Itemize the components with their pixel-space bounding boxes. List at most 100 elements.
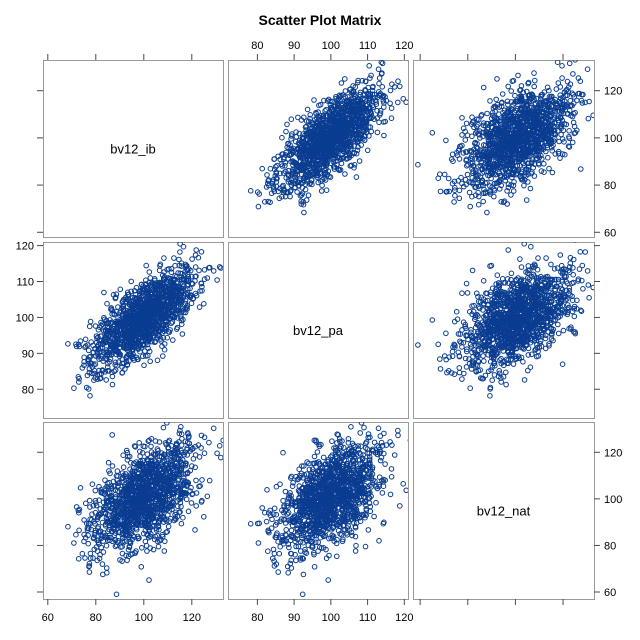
scatter-point bbox=[158, 314, 165, 321]
scatter-point bbox=[126, 334, 132, 341]
scatter-point bbox=[337, 146, 343, 153]
scatter-point bbox=[298, 201, 305, 207]
scatter-point bbox=[515, 156, 522, 163]
scatter-point bbox=[144, 328, 151, 335]
scatter-point bbox=[306, 118, 312, 125]
scatter-point bbox=[123, 334, 130, 341]
scatter-point bbox=[274, 162, 280, 169]
scatter-point bbox=[262, 199, 268, 205]
scatter-point bbox=[538, 93, 544, 100]
scatter-point bbox=[85, 347, 92, 354]
scatter-point bbox=[550, 337, 556, 344]
scatter-point bbox=[204, 275, 211, 281]
scatter-point bbox=[415, 161, 421, 168]
scatter-point bbox=[333, 147, 340, 154]
scatter-point bbox=[472, 316, 478, 323]
scatter-point bbox=[311, 128, 317, 134]
scatter-point bbox=[553, 283, 559, 290]
scatter-point bbox=[120, 342, 127, 349]
scatter-point bbox=[295, 114, 301, 121]
scatter-point bbox=[104, 300, 110, 307]
scatter-point bbox=[539, 130, 546, 136]
scatter-point bbox=[554, 265, 561, 271]
scatter-point bbox=[336, 154, 343, 161]
scatter-point bbox=[199, 288, 205, 294]
scatter-point bbox=[180, 288, 186, 294]
scatter-point bbox=[342, 171, 348, 177]
scatter-point bbox=[156, 301, 162, 308]
scatter-point bbox=[365, 91, 372, 98]
scatter-point bbox=[496, 186, 503, 192]
scatter-point bbox=[468, 149, 475, 155]
scatter-point bbox=[95, 334, 101, 341]
scatter-point bbox=[510, 171, 517, 178]
scatter-point bbox=[525, 352, 532, 358]
scatter-point bbox=[510, 188, 517, 194]
scatter-point bbox=[543, 115, 549, 121]
scatter-point bbox=[508, 146, 514, 152]
panel-bv12_ib-vs-bv12_ib: bv12_ib bbox=[43, 60, 224, 238]
scatter-point bbox=[513, 107, 520, 114]
scatter-point bbox=[462, 137, 469, 143]
scatter-point bbox=[400, 96, 407, 102]
scatter-point bbox=[338, 123, 344, 130]
scatter-point bbox=[548, 336, 555, 342]
panel-bv12_ib-vs-bv12_pa bbox=[228, 60, 409, 238]
scatter-point bbox=[569, 90, 575, 96]
scatter-point bbox=[549, 93, 555, 100]
scatter-point bbox=[333, 158, 339, 165]
scatter-point bbox=[478, 113, 485, 119]
scatter-point bbox=[128, 288, 134, 295]
scatter-point bbox=[538, 168, 545, 174]
scatter-point bbox=[284, 121, 290, 128]
scatter-point bbox=[362, 78, 369, 85]
scatter-point bbox=[364, 147, 371, 154]
scatter-point bbox=[161, 255, 167, 261]
scatter-point bbox=[270, 178, 276, 185]
scatter-point bbox=[473, 169, 479, 175]
scatter-point bbox=[542, 345, 549, 352]
scatter-point bbox=[147, 334, 153, 340]
scatter-point bbox=[141, 313, 147, 319]
scatter-point bbox=[437, 356, 443, 362]
scatter-point bbox=[89, 364, 96, 371]
scatter-point bbox=[119, 369, 126, 376]
scatter-point bbox=[575, 75, 582, 81]
scatter-point bbox=[110, 292, 117, 298]
scatter-point bbox=[518, 104, 524, 111]
scatter-point bbox=[463, 156, 470, 163]
scatter-point bbox=[282, 162, 288, 169]
scatter-point bbox=[130, 355, 136, 362]
scatter-point bbox=[561, 89, 568, 95]
scatter-point bbox=[496, 158, 503, 165]
scatter-point bbox=[528, 104, 535, 111]
scatter-point bbox=[347, 142, 354, 148]
scatter-point bbox=[301, 209, 307, 216]
scatter-point bbox=[475, 121, 481, 128]
scatter-point bbox=[338, 160, 345, 167]
scatter-point bbox=[504, 142, 511, 148]
scatter-point bbox=[322, 137, 329, 143]
scatter-point bbox=[381, 132, 387, 139]
scatter-point bbox=[171, 284, 178, 291]
scatter-point bbox=[471, 302, 477, 309]
scatter-point bbox=[180, 316, 186, 323]
scatter-point bbox=[519, 119, 526, 126]
scatter-point bbox=[94, 376, 101, 382]
scatter-point bbox=[87, 393, 93, 399]
scatter-point bbox=[387, 87, 394, 94]
scatter-point bbox=[479, 177, 486, 183]
scatter-point bbox=[93, 333, 100, 339]
variable-label-bv12_pa: bv12_pa bbox=[293, 323, 344, 338]
scatter-point bbox=[316, 102, 322, 109]
scatter-point bbox=[557, 155, 563, 161]
scatter-point bbox=[141, 362, 147, 369]
scatter-point bbox=[578, 97, 585, 104]
scatter-point bbox=[161, 328, 167, 335]
scatter-point bbox=[273, 175, 280, 182]
scatter-point bbox=[532, 77, 538, 84]
scatter-point bbox=[464, 163, 470, 169]
scatter-point bbox=[549, 144, 555, 151]
scatter-point bbox=[356, 158, 363, 164]
scatter-point bbox=[187, 285, 193, 292]
